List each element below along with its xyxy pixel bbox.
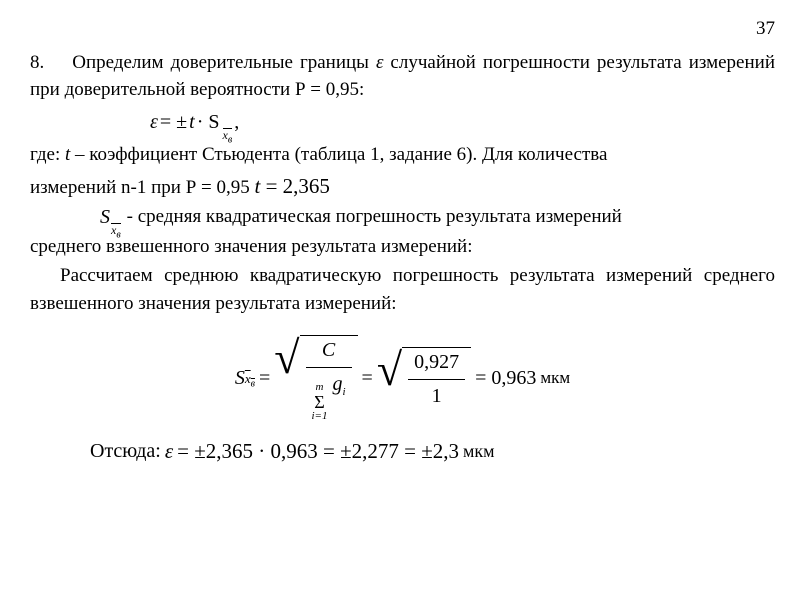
otsuda-label: Отсюда:	[90, 437, 161, 466]
paragraph-4: среднего взвешенного значения результата…	[30, 233, 775, 261]
equals-pm: = ±	[160, 108, 187, 137]
sqrt-2: √ 0,927 1	[377, 347, 471, 411]
S-symbol: S xв	[100, 203, 121, 232]
S-xv-left: S xв	[235, 364, 255, 393]
S-subscript: xв	[223, 116, 233, 145]
paragraph-5: Рассчитаем среднюю квадратическую погреш…	[30, 262, 775, 317]
sqrt-1: √ C m Σ i=1 gi	[274, 335, 357, 422]
S-description: - средняя квадратическая погрешность рез…	[127, 203, 622, 231]
measurements-paragraph: измерений n-1 при Р = 0,95 t = 2,365	[30, 171, 775, 202]
comma: ,	[234, 108, 239, 137]
t-var: t	[189, 108, 195, 137]
result-values: = ±2,365 · 0,963 = ±2,277 = ±2,3	[177, 436, 459, 466]
formula-result: = 0,963	[475, 364, 536, 393]
equals: =	[259, 364, 270, 393]
S-definition-line: S xв - средняя квадратическая погрешност…	[100, 203, 775, 232]
formula-epsilon: ε = ± t · S xв ,	[150, 108, 775, 137]
main-formula: S xв = √ C m Σ i=1 gi = √	[30, 335, 775, 422]
equals-2: =	[362, 364, 373, 393]
result-line: Отсюда: ε = ±2,365 · 0,963 = ±2,277 = ±2…	[90, 436, 775, 466]
text: – коэффициент Стьюдента (таблица 1, зада…	[70, 144, 607, 165]
text: где:	[30, 144, 65, 165]
page-number: 37	[30, 15, 775, 43]
item-number: 8.	[30, 52, 44, 73]
dot-S: · S	[197, 108, 220, 137]
unit-mkm: мкм	[540, 366, 570, 391]
unit-mkm: мкм	[463, 438, 495, 464]
item-8-paragraph: 8. Определим доверительные границы ε слу…	[30, 49, 775, 104]
where-paragraph: где: t – коэффициент Стьюдента (таблица …	[30, 141, 775, 169]
epsilon: ε	[150, 108, 158, 137]
epsilon-result: ε	[165, 436, 173, 466]
text: Определим доверительные границы	[72, 52, 376, 73]
text: измерений n-1 при Р = 0,95	[30, 177, 255, 198]
t-value: = 2,365	[260, 174, 330, 198]
